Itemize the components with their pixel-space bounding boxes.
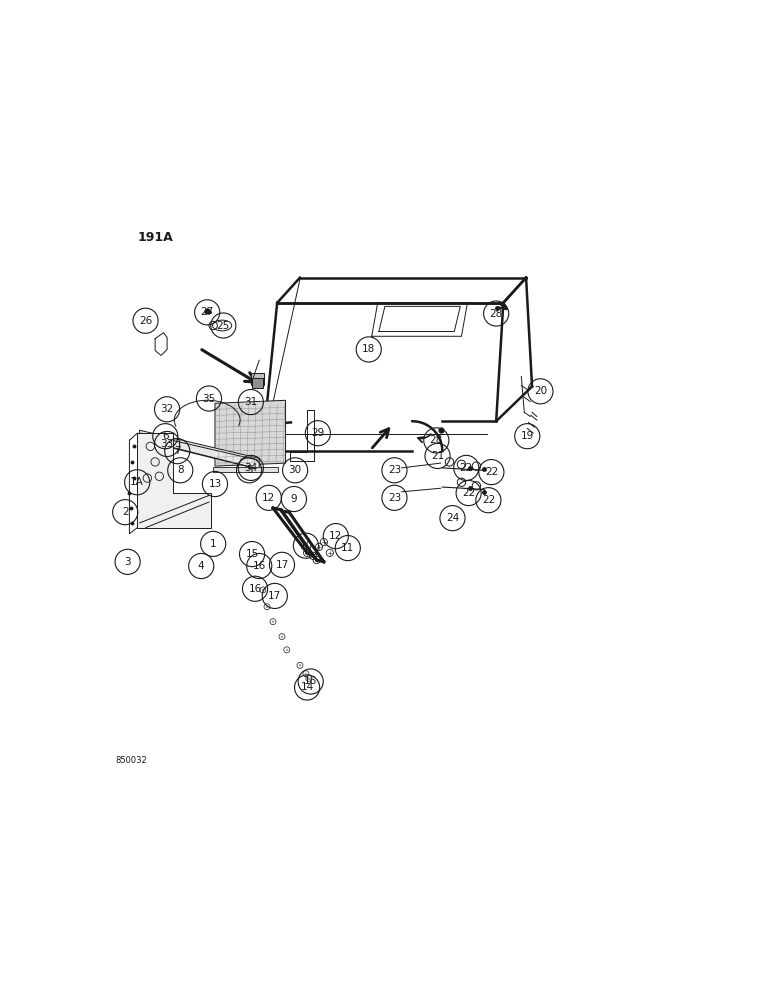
Text: 24: 24 <box>446 513 459 523</box>
Text: 9: 9 <box>290 494 297 504</box>
Text: 21: 21 <box>431 451 444 461</box>
Text: 29: 29 <box>311 428 324 438</box>
Text: 23: 23 <box>388 465 401 475</box>
Text: 14: 14 <box>300 682 313 692</box>
Text: 26: 26 <box>139 316 152 326</box>
Text: 19: 19 <box>520 431 534 441</box>
Text: 3: 3 <box>124 557 131 567</box>
Text: 16: 16 <box>249 584 262 594</box>
Polygon shape <box>215 400 286 466</box>
Text: 17: 17 <box>276 560 289 570</box>
Text: 12: 12 <box>329 531 343 541</box>
Polygon shape <box>140 430 259 469</box>
Bar <box>213 467 278 472</box>
Text: 2: 2 <box>122 507 128 517</box>
Text: 22: 22 <box>482 495 495 505</box>
Text: 22: 22 <box>462 488 476 498</box>
Text: 11: 11 <box>341 543 354 553</box>
Text: 1A: 1A <box>130 477 144 487</box>
Text: 20: 20 <box>534 386 547 396</box>
Polygon shape <box>137 433 212 528</box>
Text: 27: 27 <box>201 307 214 317</box>
Text: 31: 31 <box>244 397 258 407</box>
Bar <box>251 373 264 385</box>
Bar <box>252 378 262 388</box>
Text: 16: 16 <box>304 676 317 686</box>
Text: 28: 28 <box>430 435 443 445</box>
Text: 5: 5 <box>245 465 252 475</box>
Text: 850032: 850032 <box>116 756 147 765</box>
Text: 7: 7 <box>174 446 181 456</box>
Text: 1: 1 <box>210 539 216 549</box>
Text: 35: 35 <box>202 394 215 404</box>
Text: 28: 28 <box>489 309 503 319</box>
Text: 15: 15 <box>245 549 259 559</box>
Text: 10: 10 <box>300 541 313 551</box>
Text: 33: 33 <box>161 439 174 449</box>
Text: 8: 8 <box>177 465 184 475</box>
Text: 23: 23 <box>388 493 401 503</box>
Text: 17: 17 <box>268 591 282 601</box>
Text: 22: 22 <box>485 467 498 477</box>
Text: 4: 4 <box>198 561 205 571</box>
Text: 34: 34 <box>244 463 258 473</box>
Text: 32: 32 <box>161 404 174 414</box>
Text: 25: 25 <box>217 321 230 331</box>
Text: 6: 6 <box>162 431 168 441</box>
Text: 22: 22 <box>459 463 473 473</box>
Text: 13: 13 <box>208 479 222 489</box>
Text: 191A: 191A <box>137 231 173 244</box>
Text: 30: 30 <box>289 465 302 475</box>
Text: 18: 18 <box>362 344 375 354</box>
Text: 12: 12 <box>262 493 276 503</box>
Text: 16: 16 <box>252 561 266 571</box>
